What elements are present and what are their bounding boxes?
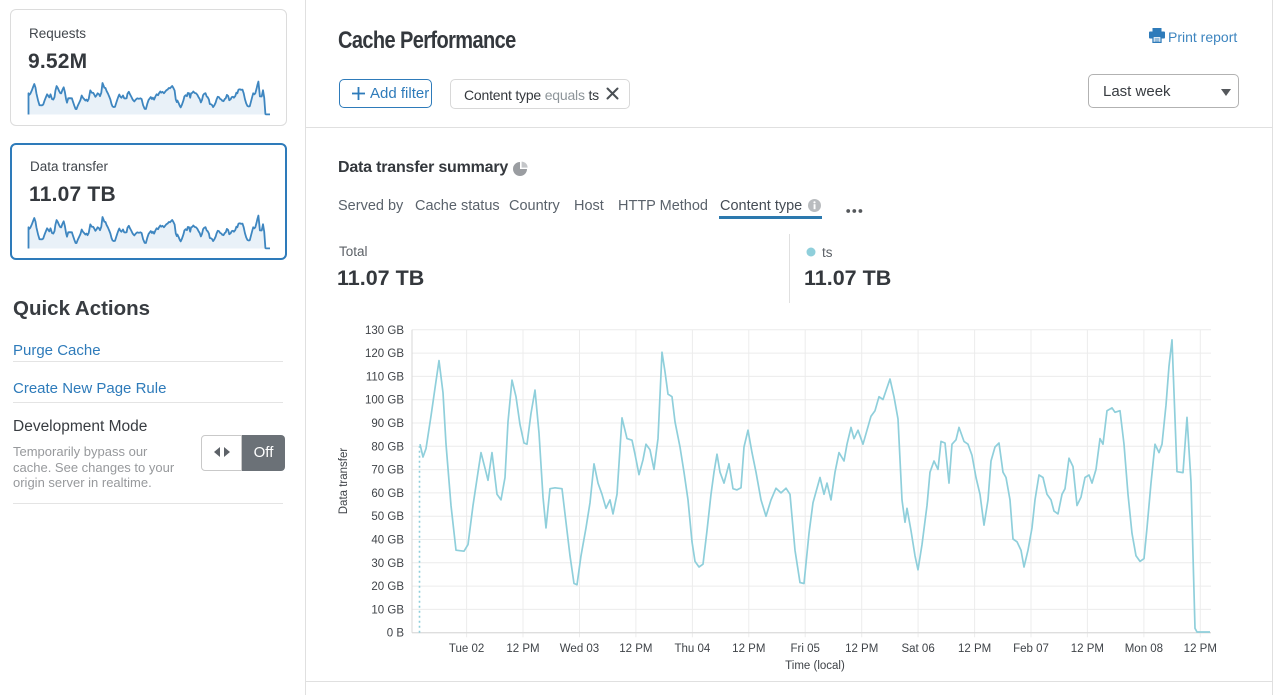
svg-text:40 GB: 40 GB [371,535,404,547]
svg-text:12 PM: 12 PM [958,643,991,655]
svg-text:Feb 07: Feb 07 [1013,643,1049,655]
svg-text:12 PM: 12 PM [1071,643,1104,655]
svg-text:Data transfer: Data transfer [338,448,350,515]
svg-text:12 PM: 12 PM [1184,643,1217,655]
svg-text:30 GB: 30 GB [371,558,404,570]
svg-text:0 B: 0 B [387,628,405,640]
svg-text:90 GB: 90 GB [371,418,404,430]
svg-text:12 PM: 12 PM [845,643,878,655]
svg-text:10 GB: 10 GB [371,604,404,616]
svg-text:Tue 02: Tue 02 [449,643,484,655]
svg-text:70 GB: 70 GB [371,465,404,477]
svg-text:130 GB: 130 GB [365,325,404,337]
svg-text:120 GB: 120 GB [365,348,404,360]
svg-text:Thu 04: Thu 04 [674,643,710,655]
svg-text:60 GB: 60 GB [371,488,404,500]
svg-text:Sat 06: Sat 06 [901,643,934,655]
svg-text:110 GB: 110 GB [366,371,404,383]
svg-text:12 PM: 12 PM [506,643,539,655]
svg-text:50 GB: 50 GB [371,511,404,523]
svg-text:Time (local): Time (local) [785,660,845,672]
svg-text:Fri 05: Fri 05 [790,643,819,655]
svg-text:80 GB: 80 GB [371,441,404,453]
svg-text:Mon 08: Mon 08 [1125,643,1163,655]
svg-text:20 GB: 20 GB [371,581,404,593]
svg-text:12 PM: 12 PM [732,643,765,655]
svg-text:12 PM: 12 PM [619,643,652,655]
svg-text:100 GB: 100 GB [365,395,404,407]
svg-text:Wed 03: Wed 03 [560,643,599,655]
